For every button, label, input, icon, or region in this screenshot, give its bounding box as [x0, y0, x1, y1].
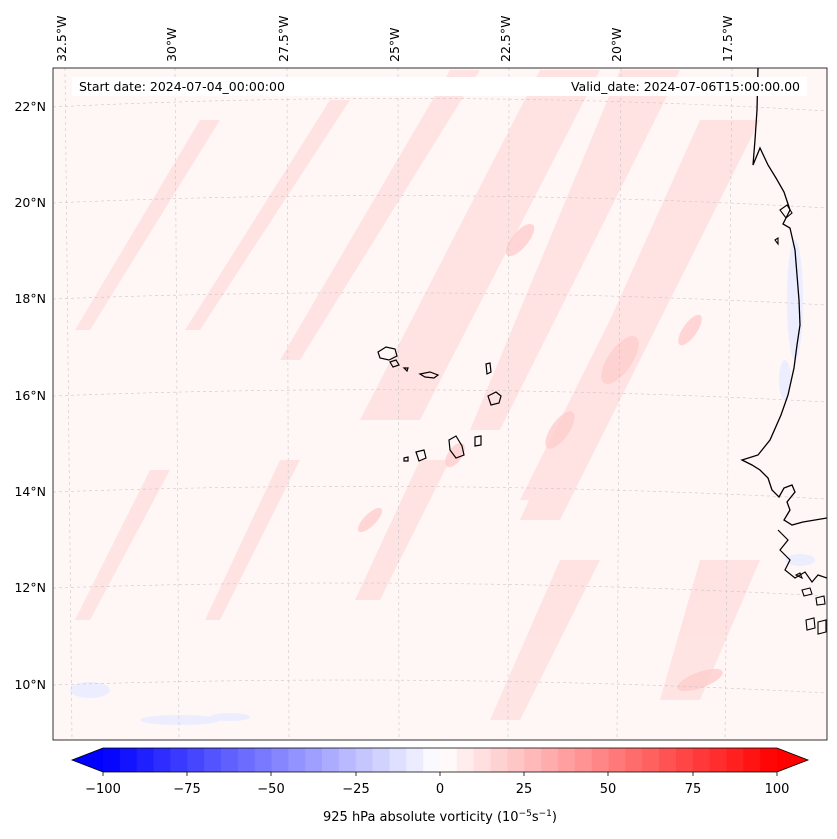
colorbar-swatch [456, 748, 475, 772]
colorbar-swatch [187, 748, 205, 772]
colorbar-swatch [557, 748, 576, 772]
lon-label-30w: 30°W [164, 27, 179, 62]
map-panel [53, 68, 827, 740]
colorbar-swatch [288, 748, 306, 772]
colorbar-swatch [389, 748, 407, 772]
colorbar-swatch [608, 748, 626, 772]
cb-tick-50: 50 [600, 782, 617, 797]
lat-label-10n: 10°N [14, 677, 46, 692]
colorbar-swatch [490, 748, 508, 772]
lat-label-18n: 18°N [14, 291, 46, 306]
lat-label-14n: 14°N [14, 484, 46, 499]
colorbar-swatch [625, 748, 643, 772]
island-fogo [415, 449, 427, 462]
island-brava [403, 456, 409, 462]
colorbar-swatch [271, 748, 289, 772]
cb-tick-neg75: −75 [173, 782, 200, 797]
colorbar-swatch [423, 748, 441, 772]
colorbar-swatch [220, 748, 239, 772]
colorbar-swatch [305, 748, 323, 772]
colorbar-label: 925 hPa absolute vorticity (10−5s−1) [323, 809, 557, 825]
lon-label-22-5w: 22.5°W [498, 16, 513, 62]
colorbar-swatch [406, 748, 424, 772]
colorbar-swatch [760, 748, 778, 772]
island-santo-antao [377, 346, 398, 361]
lon-label-17-5w: 17.5°W [720, 16, 735, 62]
lon-label-32-5w: 32.5°W [54, 16, 69, 62]
lon-label-25w: 25°W [387, 27, 402, 62]
lat-label-22n: 22°N [14, 99, 46, 114]
west-africa-coastline [740, 68, 827, 526]
guinea-bissau-coastline [777, 529, 827, 583]
colorbar-swatch [507, 748, 525, 772]
lat-label-20n: 20°N [14, 195, 46, 210]
cape-verde-islands [377, 346, 502, 462]
colorbar-swatch [254, 748, 272, 772]
cb-tick-neg25: −25 [342, 782, 369, 797]
cb-tick-0: 0 [436, 782, 444, 797]
island-sao-vicente [389, 359, 400, 368]
colorbar-swatch [170, 748, 188, 772]
colorbar-swatch [574, 748, 593, 772]
colorbar-swatch [591, 748, 609, 772]
colorbar-swatch [709, 748, 727, 772]
colorbar-swatch [372, 748, 390, 772]
info-box [72, 77, 807, 96]
colorbar-ticks [102, 772, 778, 776]
colorbar-swatch [440, 748, 458, 772]
vorticity-stronger-patches [357, 223, 723, 692]
cb-tick-neg100: −100 [85, 782, 121, 797]
colorbar-swatch [524, 748, 542, 772]
longitude-labels: 32.5°W 30°W 27.5°W 25°W 22.5°W 20°W 17.5… [54, 16, 735, 62]
lat-label-12n: 12°N [14, 580, 46, 595]
island-boa-vista [487, 391, 502, 406]
lon-label-27-5w: 27.5°W [276, 16, 291, 62]
island-sal [485, 362, 492, 375]
colorbar-swatch [322, 748, 340, 772]
colorbar-swatch [642, 748, 660, 772]
colorbar: −100 −75 −50 −25 0 25 50 75 100 925 hPa … [70, 747, 810, 825]
cb-tick-75: 75 [685, 782, 702, 797]
colorbar-swatch [136, 748, 155, 772]
colorbar-swatch [338, 748, 357, 772]
vorticity-negative-patches [70, 240, 815, 725]
colorbar-swatch [153, 748, 171, 772]
cb-tick-25: 25 [516, 782, 533, 797]
colorbar-swatch [204, 748, 222, 772]
map-frame [52, 67, 828, 741]
colorbar-swatch [237, 748, 256, 772]
colorbar-swatch [103, 748, 121, 772]
latitude-labels: 22°N 20°N 18°N 16°N 14°N 12°N 10°N [14, 99, 46, 692]
map-gridlines [53, 68, 827, 740]
colorbar-swatch [659, 748, 677, 772]
lat-label-16n: 16°N [14, 388, 46, 403]
lon-label-20w: 20°W [609, 27, 624, 62]
island-sao-nicolau [418, 371, 440, 379]
cb-tick-100: 100 [765, 782, 790, 797]
dakar-peninsula [774, 204, 793, 246]
colorbar-tick-labels: −100 −75 −50 −25 0 25 50 75 100 [85, 782, 789, 797]
colorbar-swatch [743, 748, 761, 772]
colorbar-swatch [692, 748, 711, 772]
colorbar-min-extension [72, 748, 103, 772]
cb-tick-neg50: −50 [257, 782, 284, 797]
vorticity-positive-bands [75, 70, 760, 720]
colorbar-max-extension [777, 748, 808, 772]
colorbar-swatch [726, 748, 744, 772]
colorbar-swatch [355, 748, 374, 772]
start-date-text: Start date: 2024-07-04_00:00:00 [79, 79, 285, 94]
bijagos-islands [794, 572, 827, 635]
colorbar-swatch [473, 748, 492, 772]
island-santa-luzia [402, 367, 409, 373]
colorbar-swatch [541, 748, 559, 772]
colorbar-swatch [119, 748, 138, 772]
valid-date-text: Valid_date: 2024-07-06T15:00:00.00 [571, 79, 800, 94]
island-santiago [448, 435, 465, 459]
colorbar-swatches [103, 748, 778, 772]
island-maio [474, 435, 482, 447]
colorbar-swatch [675, 748, 694, 772]
